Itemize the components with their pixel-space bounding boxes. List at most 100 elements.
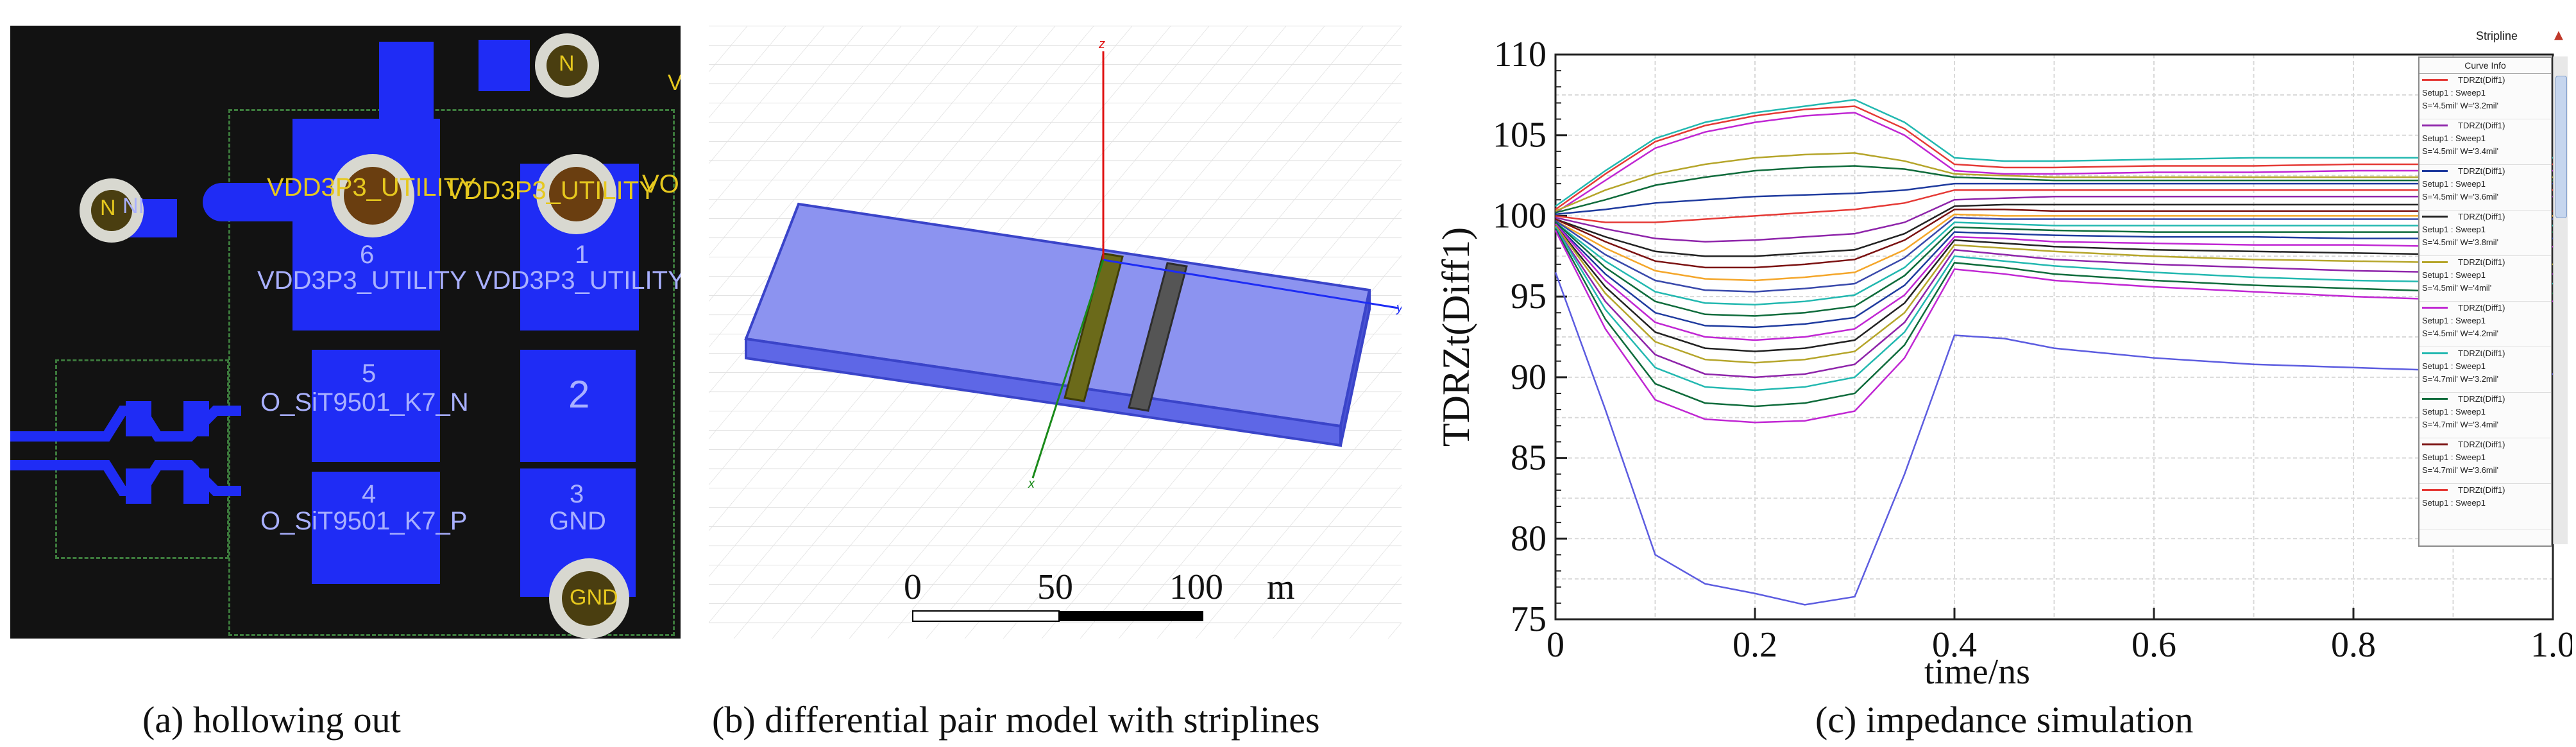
x-axis-label: x [1028,477,1035,491]
series-line [1555,99,2553,207]
legend-swatch [2422,443,2448,445]
legend-setup: Setup1 : Sweep1 [2422,452,2486,462]
silk-edge-text: V [668,71,681,95]
caption-b: (b) differential pair model with stripli… [712,699,1320,741]
legend-params: S='4.5mil' W='3.2mil' [2422,101,2499,110]
x-tick-label: 0 [1546,625,1564,665]
via-label-bottom: GND [570,585,618,610]
scale-bar-white [912,610,1060,622]
legend-item[interactable]: TDRZt(Diff1) Setup1 : Sweep1 S='4.7mil' W=… [2419,347,2551,393]
caption-c: (c) impedance simulation [1815,699,2194,741]
legend-scrollbar[interactable] [2553,56,2568,544]
caption-a: (a) hollowing out [142,699,401,741]
series-line [1555,213,2553,282]
sort-up-icon[interactable]: ▲ [2554,28,2563,42]
pad-number-5: 5 [362,359,377,388]
legend-swatch [2422,216,2448,218]
series-line [1554,230,2554,424]
series-line [1555,223,2553,329]
silk-net-top2: VDD3P3_UTILITY [446,176,656,205]
y-tick-label: 90 [1511,357,1546,397]
net-label-pad1: VDD3P3_UTILITY [475,266,681,295]
component-outline [228,109,675,636]
x-axis-label: time/ns [1924,652,2030,687]
legend-item[interactable]: TDRZt(Diff1) Setup1 : Sweep1 S='4.5mil' W=… [2419,119,2551,165]
chart-svg: 75 80 85 90 95 100 105 110 0 0.2 0.4 0.6 0.8 1.0 time/… [1435,35,2575,692]
legend-box: Curve Info TDRZt(Diff1) Setup1 : Sweep1 S=… [2418,56,2552,547]
series-line [1555,209,2553,269]
stripline-3d-model-view: z y x 0 50 100 m [709,26,1402,639]
via-pad6 [331,154,414,237]
legend-swatch [2422,125,2448,126]
legend-item[interactable]: TDRZt(Diff1) Setup1 : Sweep1 S='4.7mil' W=… [2419,393,2551,438]
legend-setup: Setup1 : Sweep1 [2422,316,2486,325]
series-line [1555,225,2553,352]
pad-2 [520,350,636,462]
pad-number-4: 4 [362,480,377,508]
legend-item[interactable]: TDRZt(Diff1) Setup1 : Sweep1 S='4.5mil' W=… [2419,210,2551,256]
chart-title: Stripline [2476,30,2518,42]
legend-curve-name: TDRZt(Diff1) [2458,485,2505,495]
pad-number-1: 1 [575,241,589,269]
legend-curve-name: TDRZt(Diff1) [2458,440,2505,449]
y-tick-label: 80 [1511,519,1546,558]
legend-item[interactable]: TDRZt(Diff1) Setup1 : Sweep1 S='4.5mil' W=… [2419,302,2551,347]
legend-setup: Setup1 : Sweep1 [2422,361,2486,371]
series-line [1555,216,2553,293]
scale-bar-black [1059,611,1203,621]
legend-item[interactable]: TDRZt(Diff1) Setup1 : Sweep1 [2419,484,2551,529]
legend-params: S='4.5mil' W='3.4mil' [2422,146,2499,156]
legend-setup: Setup1 : Sweep1 [2422,88,2486,98]
legend-setup: Setup1 : Sweep1 [2422,179,2486,189]
legend-swatch [2422,307,2448,309]
legend-params: S='4.7mil' W='3.6mil' [2422,465,2499,475]
series-line [1555,165,2553,214]
pad-top-right [479,40,530,91]
via-pad1 [536,154,616,234]
series-line [1554,225,2554,364]
legend-setup: Setup1 : Sweep1 [2422,225,2486,234]
legend-params: S='4.7mil' W='3.2mil' [2422,374,2499,384]
y-tick-label: 100 [1493,196,1546,236]
series-line [1555,196,2553,243]
legend-setup: Setup1 : Sweep1 [2422,270,2486,280]
legend-curve-name: TDRZt(Diff1) [2458,212,2505,221]
series-line [1554,227,2554,379]
series-line [1555,223,2553,341]
y-tick-label: 85 [1511,438,1546,478]
series-line [1555,189,2553,223]
footprint-outline-left [55,359,229,559]
series-line [1554,272,2554,606]
series-line [1554,227,2554,391]
legend-item[interactable]: TDRZt(Diff1) Setup1 : Sweep1 S='4.7mil' W=… [2419,438,2551,484]
legend-item[interactable]: TDRZt(Diff1) Setup1 : Sweep1 S='4.5mil' W=… [2419,256,2551,302]
pad-number-6: 6 [360,241,375,269]
legend-params: S='4.5mil' W='4.2mil' [2422,329,2499,338]
x-tick-label: 0.6 [2131,625,2176,665]
legend-curve-name: TDRZt(Diff1) [2458,166,2505,176]
y-tick-label: 105 [1493,116,1546,155]
y-axis-label: TDRZt(Diff1) [1435,227,1477,447]
legend-swatch [2422,489,2448,491]
silk-net-top: VDD3P3_UTILITY [267,173,477,202]
diff-pair-routing [10,401,241,504]
y-axis [1103,259,1399,309]
pad-number-3: 3 [570,480,584,508]
impedance-chart: 75 80 85 90 95 100 105 110 0 0.2 0.4 0.6 0.8 1.0 time/… [1411,26,2575,692]
legend-curve-name: TDRZt(Diff1) [2458,257,2505,267]
legend-curve-name: TDRZt(Diff1) [2458,121,2505,130]
legend-curve-name: TDRZt(Diff1) [2458,303,2505,313]
legend-item[interactable]: TDRZt(Diff1) Setup1 : Sweep1 S='4.5mil' W=… [2419,165,2551,210]
legend-item[interactable]: TDRZt(Diff1) Setup1 : Sweep1 S='4.5mil' W=… [2419,74,2551,119]
legend-scroll-thumb[interactable] [2555,76,2567,218]
pad-4 [312,472,440,584]
trace-stub [203,183,299,221]
pcb-layout-view: 6 1 VDD3P3_UTILITY VDD3P3_UTILITY 5 2 O_… [10,26,681,639]
legend-setup: Setup1 : Sweep1 [2422,407,2486,416]
legend-header: Curve Info [2419,58,2551,74]
silk-edge-text2: VO [642,170,679,198]
y-tick-label: 110 [1494,35,1546,74]
net-label-pad3: GND [549,507,606,535]
net-label-pad6: VDD3P3_UTILITY [257,266,467,295]
series-line [1555,112,2553,214]
